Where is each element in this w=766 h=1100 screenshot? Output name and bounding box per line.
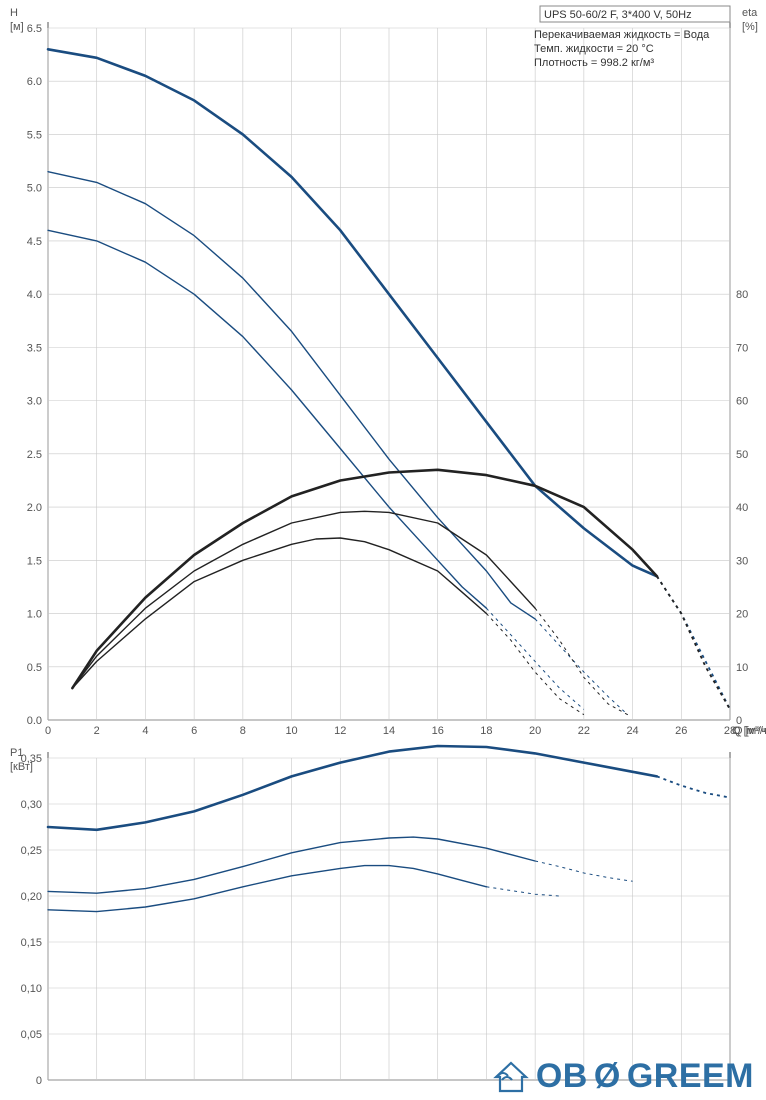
svg-text:0,30: 0,30 bbox=[21, 799, 42, 811]
svg-text:1.5: 1.5 bbox=[27, 555, 42, 567]
svg-text:1.0: 1.0 bbox=[27, 609, 42, 621]
svg-text:[м]: [м] bbox=[10, 21, 24, 33]
svg-text:10: 10 bbox=[736, 662, 748, 674]
svg-text:24: 24 bbox=[626, 725, 638, 737]
svg-text:Темп. жидкости = 20 °C: Темп. жидкости = 20 °C bbox=[534, 43, 654, 55]
svg-text:[кВт]: [кВт] bbox=[10, 761, 33, 773]
svg-text:70: 70 bbox=[736, 342, 748, 354]
top-chart: 02468101214161820222426280.00.51.01.52.0… bbox=[10, 6, 766, 737]
watermark-logo: OBØGREEM bbox=[492, 1057, 754, 1096]
chart-svg: 02468101214161820222426280.00.51.01.52.0… bbox=[0, 0, 766, 1100]
svg-text:H: H bbox=[10, 7, 18, 19]
svg-text:P1: P1 bbox=[10, 747, 23, 759]
svg-text:20: 20 bbox=[736, 609, 748, 621]
svg-text:4.0: 4.0 bbox=[27, 289, 42, 301]
svg-text:22: 22 bbox=[578, 725, 590, 737]
svg-text:4: 4 bbox=[142, 725, 148, 737]
svg-text:10: 10 bbox=[285, 725, 297, 737]
svg-text:5.0: 5.0 bbox=[27, 183, 42, 195]
svg-text:[%]: [%] bbox=[742, 21, 758, 33]
svg-text:20: 20 bbox=[529, 725, 541, 737]
svg-text:0,25: 0,25 bbox=[21, 845, 42, 857]
svg-text:6.0: 6.0 bbox=[27, 76, 42, 88]
svg-text:18: 18 bbox=[480, 725, 492, 737]
svg-text:3.0: 3.0 bbox=[27, 396, 42, 408]
svg-text:0,20: 0,20 bbox=[21, 891, 42, 903]
svg-text:0: 0 bbox=[45, 725, 51, 737]
svg-text:eta: eta bbox=[742, 7, 758, 19]
svg-text:0.0: 0.0 bbox=[27, 715, 42, 727]
svg-text:30: 30 bbox=[736, 555, 748, 567]
watermark-text-1: OB bbox=[536, 1057, 588, 1096]
svg-text:Перекачиваемая жидкость = Вода: Перекачиваемая жидкость = Вода bbox=[534, 29, 710, 41]
svg-text:14: 14 bbox=[383, 725, 395, 737]
svg-text:0.5: 0.5 bbox=[27, 662, 42, 674]
svg-text:Плотность = 998.2 кг/м³: Плотность = 998.2 кг/м³ bbox=[534, 57, 654, 69]
svg-text:2: 2 bbox=[94, 725, 100, 737]
house-icon bbox=[492, 1059, 530, 1095]
svg-text:80: 80 bbox=[736, 289, 748, 301]
svg-text:2.0: 2.0 bbox=[27, 502, 42, 514]
svg-text:Q [м³/ч]: Q [м³/ч] bbox=[734, 725, 766, 737]
svg-text:0: 0 bbox=[36, 1075, 42, 1087]
svg-text:40: 40 bbox=[736, 502, 748, 514]
svg-text:2.5: 2.5 bbox=[27, 449, 42, 461]
watermark-slash: Ø bbox=[594, 1057, 621, 1096]
svg-text:26: 26 bbox=[675, 725, 687, 737]
svg-text:0,15: 0,15 bbox=[21, 937, 42, 949]
svg-text:0,10: 0,10 bbox=[21, 983, 42, 995]
svg-text:16: 16 bbox=[432, 725, 444, 737]
svg-text:5.5: 5.5 bbox=[27, 129, 42, 141]
svg-text:60: 60 bbox=[736, 396, 748, 408]
svg-text:UPS 50-60/2 F, 3*400 V, 50Hz: UPS 50-60/2 F, 3*400 V, 50Hz bbox=[544, 9, 692, 21]
bottom-chart: 00,050,100,150,200,250,300,35P1[кВт] bbox=[10, 746, 730, 1087]
watermark-text-2: GREEM bbox=[627, 1057, 754, 1096]
svg-text:0,05: 0,05 bbox=[21, 1029, 42, 1041]
svg-text:6: 6 bbox=[191, 725, 197, 737]
svg-text:12: 12 bbox=[334, 725, 346, 737]
svg-text:3.5: 3.5 bbox=[27, 342, 42, 354]
svg-text:4.5: 4.5 bbox=[27, 236, 42, 248]
svg-text:50: 50 bbox=[736, 449, 748, 461]
chart-page: 02468101214161820222426280.00.51.01.52.0… bbox=[0, 0, 766, 1100]
svg-text:6.5: 6.5 bbox=[27, 23, 42, 35]
svg-text:8: 8 bbox=[240, 725, 246, 737]
